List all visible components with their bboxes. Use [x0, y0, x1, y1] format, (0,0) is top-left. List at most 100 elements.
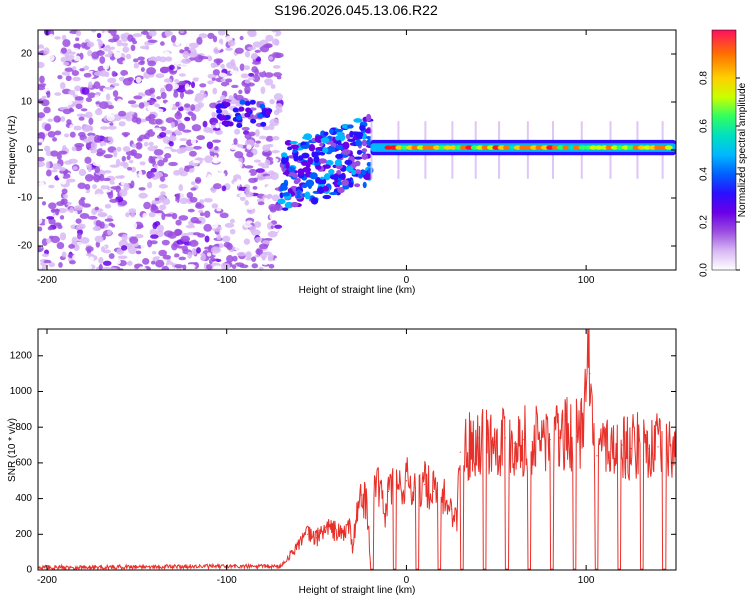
heatmap-cell: [100, 246, 106, 253]
heatmap-cell: [229, 218, 235, 224]
heatmap-cell: [259, 103, 266, 109]
heatmap-cell: [88, 117, 94, 125]
heatmap-cell: [150, 168, 157, 173]
heatmap-cell: [178, 215, 189, 221]
heatmap-cell: [98, 101, 109, 110]
heatmap-cell: [132, 58, 139, 63]
heatmap-cell: [265, 184, 275, 192]
heatmap-cell: [148, 99, 155, 105]
heatmap-cell: [46, 169, 52, 177]
heatmap-cell: [122, 46, 130, 53]
snr-point: [423, 483, 425, 485]
heatmap-cell: [252, 61, 261, 65]
heatmap-cell: [346, 124, 354, 129]
heatmap-cell: [179, 170, 188, 177]
heatmap-cell: [204, 235, 210, 243]
snr-point: [581, 430, 584, 432]
heatmap-cell: [132, 40, 138, 45]
heatmap-cell: [131, 143, 137, 149]
heatmap-cell: [341, 148, 351, 155]
heatmap-cell: [236, 178, 241, 187]
heatmap-cell: [344, 159, 353, 166]
heatmap-cell: [130, 166, 137, 173]
snr-point: [639, 444, 641, 446]
heatmap-cell: [103, 170, 112, 174]
snr-point: [495, 440, 497, 443]
heatmap-cell: [159, 56, 167, 63]
heatmap-cell: [90, 141, 98, 150]
heatmap-cell: [125, 94, 131, 101]
heatmap-cell: [254, 254, 260, 258]
heatmap-cell: [320, 176, 325, 180]
heatmap-cell: [76, 62, 86, 68]
heatmap-cell: [186, 263, 196, 270]
heatmap-cell: [211, 77, 216, 81]
heatmap-cell: [79, 213, 90, 219]
heatmap-cell: [61, 34, 67, 41]
heatmap-cell: [170, 34, 177, 43]
heatmap-cell: [295, 195, 302, 199]
heatmap-cell: [233, 138, 238, 145]
heatmap-cell: [64, 67, 75, 72]
heatmap-cell: [102, 62, 110, 70]
heatmap-cell: [162, 157, 168, 163]
heatmap-y-tick-label: 10: [21, 97, 33, 108]
heatmap-cell: [69, 260, 76, 265]
heatmap-cell: [130, 221, 138, 230]
heatmap-cell: [81, 42, 86, 49]
heatmap-cell: [70, 184, 75, 190]
heatmap-cell: [137, 56, 145, 61]
heatmap-cell: [216, 208, 222, 212]
heatmap-cell: [211, 203, 219, 209]
heatmap-cell: [313, 155, 320, 164]
heatmap-cell: [158, 249, 168, 257]
heatmap-cell: [107, 267, 118, 270]
heatmap-cell: [243, 229, 250, 235]
heatmap-cell: [206, 252, 212, 257]
heatmap-cell: [177, 123, 186, 131]
heatmap-cell: [232, 255, 238, 262]
heatmap-cell: [245, 257, 253, 261]
heatmap-cell: [234, 47, 244, 54]
snr-point: [576, 435, 578, 437]
heatmap-cell: [198, 56, 209, 60]
heatmap-x-tick-label: -200: [37, 275, 57, 286]
heatmap-cell: [329, 192, 338, 196]
heatmap-cell: [48, 33, 55, 40]
heatmap-cell: [141, 179, 150, 184]
heatmap-cell: [74, 145, 83, 152]
heatmap-cell: [73, 244, 80, 251]
heatmap-cell: [47, 218, 56, 225]
heatmap-cell: [54, 130, 62, 136]
snr-point: [666, 453, 668, 455]
heatmap-cell: [264, 104, 269, 108]
heatmap-cell: [252, 74, 261, 83]
heatmap-cell: [311, 137, 316, 142]
heatmap-cell: [104, 203, 112, 209]
heatmap-cell: [71, 236, 78, 244]
heatmap-cell: [38, 61, 45, 69]
heatmap-cell: [100, 78, 107, 84]
heatmap-cell: [196, 247, 201, 254]
heatmap-cell: [354, 183, 361, 188]
heatmap-cell: [212, 192, 220, 199]
heatmap-cell: [81, 124, 91, 132]
colorbar: [711, 29, 737, 271]
heatmap-cell: [43, 259, 52, 264]
heatmap-cell: [190, 138, 197, 145]
heatmap-cell: [304, 191, 311, 200]
heatmap-cell: [57, 75, 63, 80]
heatmap-cell: [168, 135, 177, 142]
heatmap-cell: [192, 77, 200, 82]
heatmap-cell: [300, 144, 310, 150]
heatmap-cell: [227, 39, 236, 47]
snr-point: [450, 508, 452, 510]
heatmap-cell: [175, 193, 181, 200]
heatmap-cell: [214, 129, 223, 135]
heatmap-cell: [207, 73, 217, 79]
heatmap-cell: [178, 256, 187, 261]
heatmap-cell: [175, 219, 182, 226]
heatmap-cell: [103, 154, 113, 159]
heatmap-cell: [178, 73, 186, 77]
